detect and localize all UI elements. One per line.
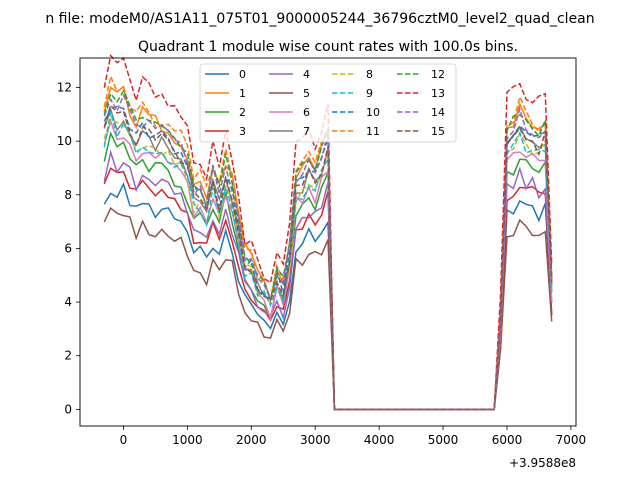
- legend-label-14: 14: [431, 106, 445, 119]
- series-line-0: [103, 182, 553, 411]
- legend-label-6: 6: [303, 106, 310, 119]
- legend-label-5: 5: [303, 87, 310, 100]
- y-tick-label: 4: [64, 295, 72, 309]
- legend-label-13: 13: [431, 87, 445, 100]
- series-line-14: [103, 93, 553, 411]
- legend-label-10: 10: [366, 106, 380, 119]
- x-tick-label: 1000: [172, 433, 203, 447]
- y-tick-label: 6: [64, 241, 72, 255]
- x-tick-label: 3000: [300, 433, 331, 447]
- chart-title: Quadrant 1 module wise count rates with …: [138, 39, 518, 55]
- plot-frame: [79, 57, 577, 427]
- x-tick-label: 0: [120, 433, 128, 447]
- y-tick-label: 2: [64, 349, 72, 363]
- figure-suptitle: n file: modeM0/AS1A11_075T01_9000005244_…: [45, 11, 594, 27]
- legend-label-0: 0: [239, 68, 246, 81]
- y-tick-label: 10: [57, 134, 72, 148]
- legend-label-9: 9: [366, 87, 373, 100]
- y-tick-label: 0: [64, 402, 72, 416]
- x-tick-label: 5000: [428, 433, 459, 447]
- x-tick-label: 2000: [236, 433, 267, 447]
- legend-label-7: 7: [303, 125, 310, 138]
- x-tick-label: 7000: [556, 433, 587, 447]
- x-tick-label: 6000: [492, 433, 523, 447]
- x-offset-label: +3.9588e8: [509, 456, 576, 470]
- legend-box: [199, 63, 457, 143]
- legend-label-12: 12: [431, 68, 445, 81]
- legend-label-3: 3: [239, 125, 246, 138]
- series-line-15: [103, 103, 553, 411]
- legend-label-4: 4: [303, 68, 310, 81]
- y-tick-label: 8: [64, 188, 72, 202]
- legend-label-15: 15: [431, 125, 445, 138]
- y-axis: 0 2 4 6 8 10 12: [57, 81, 80, 416]
- x-tick-label: 4000: [364, 433, 395, 447]
- x-axis: 0 1000 2000 3000 4000 5000 6000 7000: [120, 426, 587, 447]
- legend-label-8: 8: [366, 68, 373, 81]
- legend-label-1: 1: [239, 87, 246, 100]
- legend-label-2: 2: [239, 106, 246, 119]
- legend-label-11: 11: [366, 125, 380, 138]
- y-tick-label: 12: [57, 81, 72, 95]
